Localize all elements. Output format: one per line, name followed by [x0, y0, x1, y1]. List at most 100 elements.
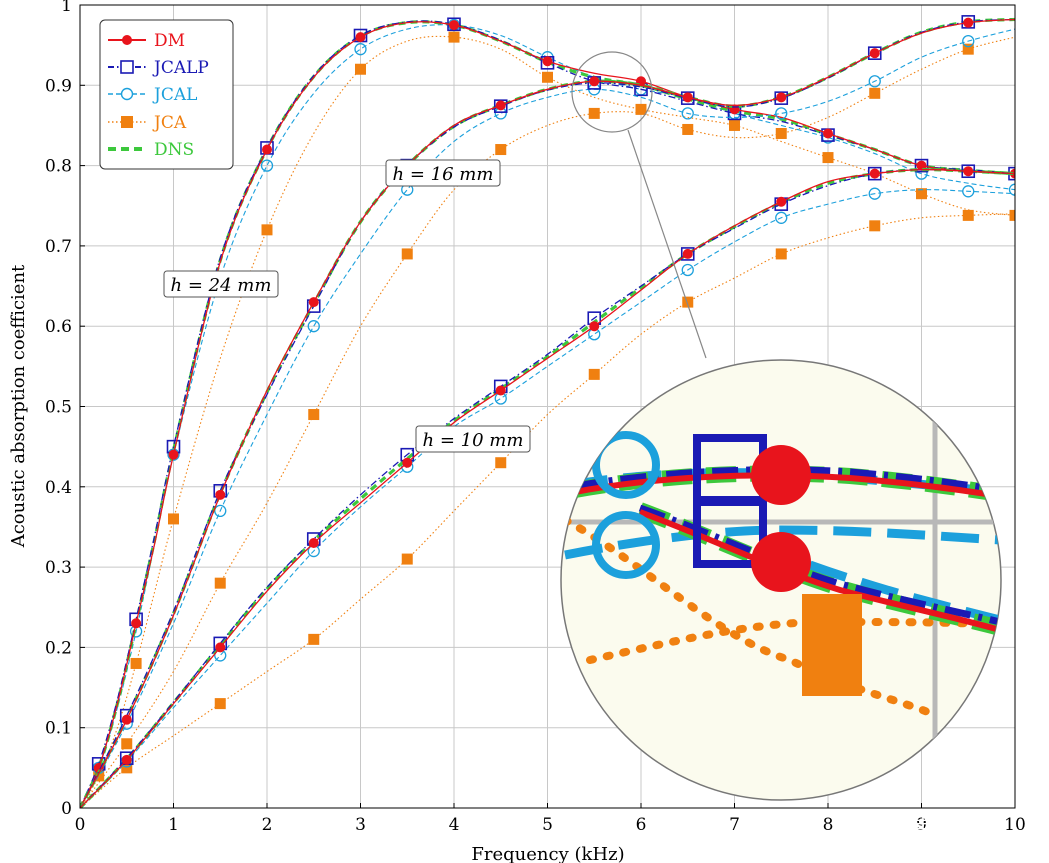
zoom-dm-lower [638, 509, 1001, 633]
point-jcalp [774, 91, 789, 105]
watermark: 声学号角 [864, 810, 1000, 841]
y-tick-label: 1 [61, 0, 72, 16]
zoom-jca-upper [561, 516, 939, 719]
point-jca [401, 248, 413, 260]
legend-entry-dns: DNS [108, 140, 194, 160]
point-dm [168, 449, 179, 460]
annotation-h16: h = 16 mm [385, 159, 501, 187]
point-jca [168, 513, 179, 525]
annotation-h10-text: h = 10 mm [423, 430, 524, 451]
plot-series [80, 15, 1015, 808]
x-tick-label: 9 [916, 815, 927, 835]
y-tick-label: 0.7 [45, 237, 72, 257]
point-dm [131, 618, 142, 629]
point-jca [308, 409, 320, 421]
point-dm [402, 457, 413, 468]
point-jca [588, 368, 600, 380]
x-tick-label: 1 [168, 815, 179, 835]
point-dm [963, 166, 974, 177]
point-jcalp [867, 166, 882, 181]
point-jcalp [914, 158, 929, 173]
annotation-h24: h = 24 mm [163, 270, 279, 298]
point-jca [775, 248, 787, 260]
zoom-dm-marker-upper [751, 445, 811, 505]
point-jca [130, 657, 142, 669]
point-jca [869, 220, 881, 232]
y-tick-label: 0.6 [45, 317, 72, 337]
point-dm [215, 642, 226, 653]
series-line-jcal-group2 [80, 189, 1015, 808]
x-tick-label: 3 [355, 815, 366, 835]
point-jca [682, 123, 694, 135]
wechat-icon [864, 810, 905, 841]
point-jca [355, 63, 366, 75]
point-dm [308, 538, 319, 549]
zoom-inset [560, 359, 1002, 801]
point-jcal [962, 34, 975, 48]
point-jca [542, 71, 553, 83]
y-tick-label: 0.1 [45, 719, 72, 739]
point-dm [495, 100, 506, 111]
point-jca [635, 103, 647, 115]
point-jcal [354, 43, 367, 56]
point-dm [589, 321, 600, 332]
point-jca [308, 633, 320, 645]
zoom-source-circle [571, 51, 653, 133]
y-tick-label: 0.8 [45, 157, 72, 177]
point-jca [962, 209, 974, 221]
x-tick-label: 2 [262, 815, 273, 835]
legend-label-dns: DNS [154, 140, 194, 160]
y-tick-label: 0 [61, 799, 72, 819]
zoom-connector [627, 129, 707, 359]
point-dm [823, 128, 833, 139]
point-jca [869, 87, 881, 99]
point-jca [121, 738, 133, 750]
point-dm [215, 489, 226, 500]
legend-label-jca: JCA [152, 113, 187, 133]
point-jca [214, 577, 226, 589]
point-jcal [775, 107, 788, 120]
point-jcal [868, 187, 881, 200]
point-dm [262, 144, 272, 155]
series-line-jcal-group1 [80, 28, 1015, 808]
point-jca [588, 107, 600, 119]
x-tick-label: 4 [449, 815, 460, 835]
annotation-h24-text: h = 24 mm [171, 275, 272, 296]
point-jcal [681, 107, 694, 120]
x-tick-label: 6 [636, 815, 647, 835]
legend: DM JCALP JCAL JCA DNS [99, 19, 234, 170]
point-jca [916, 188, 927, 200]
point-jca [261, 224, 273, 236]
x-tick-label: 0 [75, 815, 86, 835]
zoom-jcalp-upper [574, 466, 1001, 494]
point-dm [682, 92, 693, 103]
annotation-h10: h = 10 mm [415, 425, 531, 453]
point-jcal [868, 75, 881, 88]
legend-entry-jcal: JCAL [108, 85, 197, 105]
point-jcal [167, 448, 180, 461]
point-jcal [681, 263, 694, 277]
y-tick-label: 0.9 [45, 76, 72, 96]
legend-entry-jcalp: JCALP [108, 58, 209, 78]
point-dm [121, 714, 132, 725]
legend-label-jcalp: JCALP [152, 58, 209, 78]
point-jcal [1008, 183, 1015, 196]
x-tick-label: 7 [729, 815, 740, 835]
point-jca [775, 127, 787, 139]
zoom-jcal-marker-lower [592, 511, 660, 579]
point-jcalp [867, 46, 882, 60]
x-tick-label: 8 [823, 815, 834, 835]
point-jca [448, 31, 460, 43]
point-jca [401, 553, 413, 565]
annotation-h16-text: h = 16 mm [393, 164, 494, 185]
point-dm [449, 20, 459, 31]
y-tick-label: 0.2 [45, 638, 72, 658]
y-tick-label: 0.4 [45, 478, 72, 498]
point-jca [121, 762, 133, 774]
point-dm [869, 168, 880, 179]
y-tick-label: 0.3 [45, 558, 72, 578]
point-dm [869, 48, 880, 59]
zoom-jcal-marker-upper [592, 431, 660, 499]
point-dm [589, 76, 600, 87]
point-dm [682, 248, 693, 259]
